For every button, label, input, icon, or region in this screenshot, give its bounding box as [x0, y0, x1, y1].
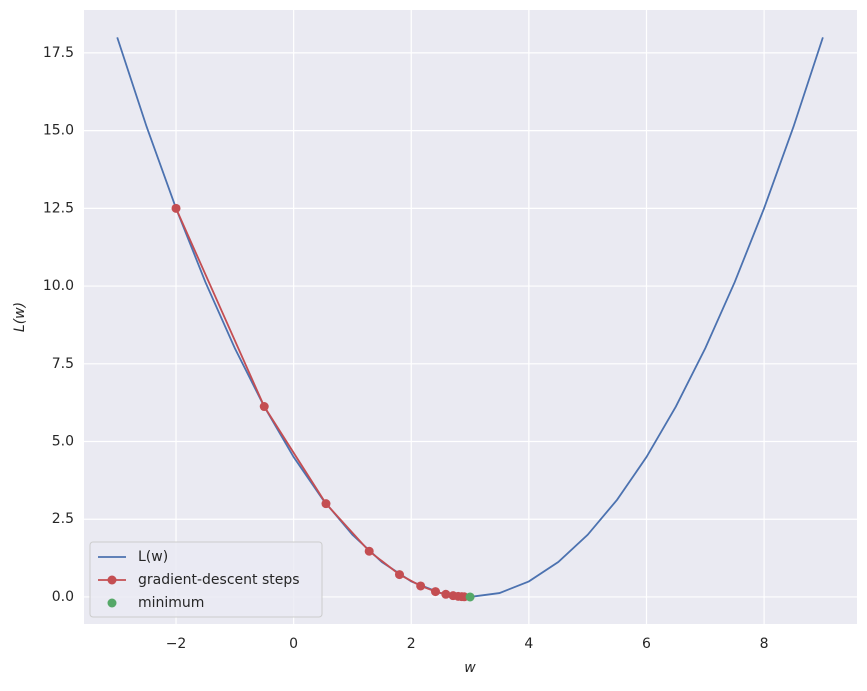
point: [321, 499, 331, 509]
plot-area: [84, 10, 857, 624]
legend-box: [89, 541, 323, 618]
point: [259, 402, 269, 412]
x-tick-label: 6: [642, 636, 651, 652]
x-tick-label: 8: [760, 636, 769, 652]
y-tick-label: 5.0: [52, 434, 74, 450]
point: [465, 592, 475, 602]
point: [416, 581, 426, 591]
x-tick-label: 0: [289, 636, 298, 652]
y-tick-label: 17.5: [43, 45, 74, 61]
y-tick-label: 7.5: [52, 356, 74, 372]
y-tick-label: 10.0: [43, 278, 74, 294]
y-tick-label: 2.5: [52, 511, 74, 527]
x-tick-label: 4: [524, 636, 533, 652]
point: [171, 203, 181, 213]
x-tick-label: −2: [166, 636, 187, 652]
point: [364, 546, 374, 556]
point: [430, 587, 440, 597]
point: [441, 589, 451, 599]
y-tick-label: 12.5: [43, 200, 74, 216]
y-axis-label: L(w): [12, 302, 28, 332]
legend-label: gradient-descent steps: [138, 572, 300, 588]
legend-marker: [107, 598, 117, 608]
point: [394, 570, 404, 580]
legend-label: L(w): [138, 549, 168, 565]
x-axis-label: w: [464, 660, 476, 676]
y-tick-label: 0.0: [52, 589, 74, 605]
legend-label: minimum: [138, 595, 204, 611]
x-tick-label: 2: [407, 636, 416, 652]
y-tick-label: 15.0: [43, 123, 74, 139]
legend-marker: [107, 575, 117, 585]
